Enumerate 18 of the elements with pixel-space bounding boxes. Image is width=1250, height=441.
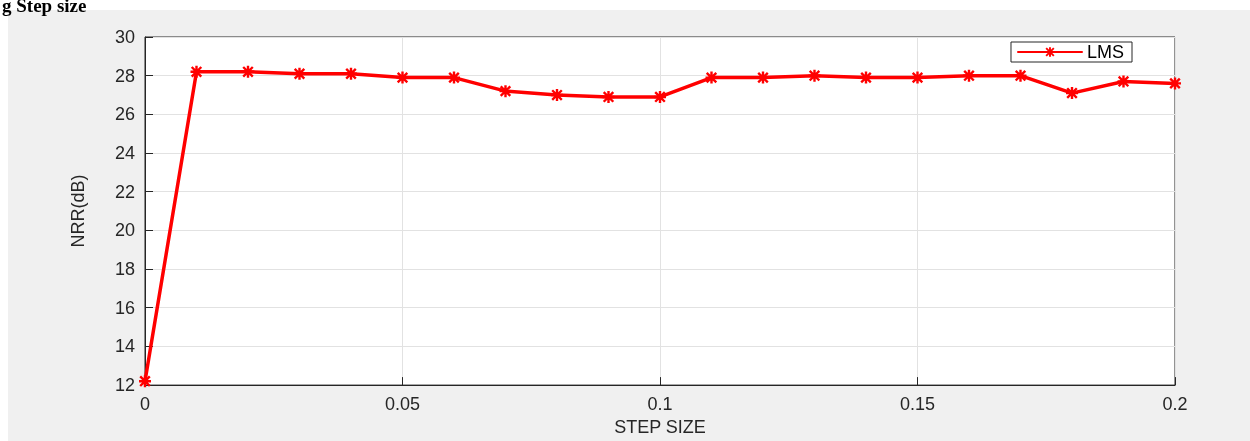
x-tick-label: 0	[139, 394, 151, 415]
y-axis-title: NRR(dB)	[68, 174, 88, 248]
x-tick-label: 0.1	[647, 394, 673, 415]
x-tick-label: 0.2	[1162, 394, 1188, 415]
x-axis-title: STEP SIZE	[614, 417, 706, 437]
y-tick-label: 18	[114, 259, 135, 280]
legend-label: LMS	[1086, 42, 1124, 62]
y-tick-label: 28	[114, 65, 135, 86]
y-tick-label: 30	[114, 27, 135, 47]
y-tick-label: 16	[114, 297, 135, 318]
y-tick-label: 26	[114, 104, 135, 125]
x-tick-label: 0.15	[899, 394, 936, 415]
y-tick-label: 22	[114, 181, 135, 202]
y-tick-label: 20	[114, 220, 135, 241]
x-tick-label: 0.05	[384, 394, 421, 415]
y-tick-label: 24	[114, 143, 135, 164]
y-tick-label: 14	[114, 336, 135, 357]
y-tick-label: 12	[114, 375, 135, 396]
